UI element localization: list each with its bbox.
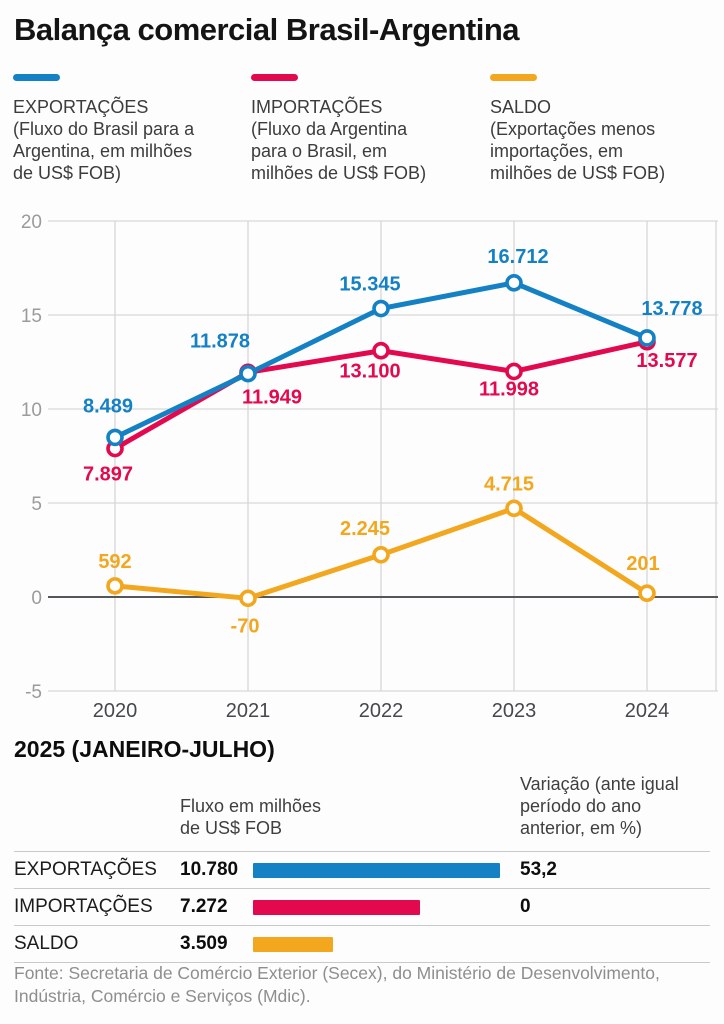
table-row-importações: IMPORTAÇÕES 7.272 0 bbox=[14, 888, 710, 925]
legend-label: IMPORTAÇÕES bbox=[251, 97, 383, 117]
data-point-label: 13.778 bbox=[641, 298, 702, 320]
legend-description: (Fluxo da Argentina para o Brasil, em mi… bbox=[251, 119, 427, 183]
table-2025-title: 2025 (JANEIRO-JULHO) bbox=[14, 736, 275, 762]
y-tick-label: -5 bbox=[25, 682, 42, 703]
value-bar bbox=[253, 899, 420, 915]
row-bar-cell bbox=[253, 862, 506, 878]
data-point-marker bbox=[106, 577, 124, 595]
data-point-label: 4.715 bbox=[484, 473, 534, 495]
series-labels-saldo: 592 -70 2.245 4.715 201 bbox=[98, 473, 659, 637]
data-point-marker bbox=[505, 274, 523, 292]
table-body: EXPORTAÇÕES 10.780 53,2 IMPORTAÇÕES 7.272 0 SA… bbox=[14, 851, 710, 963]
series-labels-importações: 7.897 11.949 13.100 11.998 13.577 bbox=[83, 350, 698, 486]
table-header-row: Fluxo em milhões de US$ FOB Variação (an… bbox=[14, 773, 710, 851]
row-value: 10.780 bbox=[180, 859, 239, 880]
axis-labels: 20 15 10 5 0 -5 2020 2021 2022 2023 2024 bbox=[21, 212, 669, 722]
data-point-label: 11.998 bbox=[479, 378, 539, 400]
data-point-label: 13.577 bbox=[636, 350, 697, 372]
chart-grid bbox=[48, 220, 718, 692]
legend-item-exportacoes: EXPORTAÇÕES (Fluxo do Brasil para a Arge… bbox=[13, 74, 241, 184]
row-label: IMPORTAÇÕES bbox=[14, 896, 153, 917]
y-tick-label: 20 bbox=[21, 212, 42, 233]
data-point-marker bbox=[239, 589, 257, 608]
x-tick-label: 2022 bbox=[359, 700, 404, 722]
trade-line-chart: 20 15 10 5 0 -5 2020 2021 2022 2023 2024 8.489 11.87… bbox=[21, 212, 718, 722]
y-tick-label: 5 bbox=[31, 494, 42, 515]
data-point-marker bbox=[106, 428, 124, 447]
row-label: SALDO bbox=[14, 933, 79, 954]
data-point-marker bbox=[505, 499, 523, 518]
x-tick-label: 2021 bbox=[226, 700, 271, 722]
x-tick-label: 2023 bbox=[492, 700, 537, 722]
importacoes-color-swatch bbox=[251, 74, 298, 81]
exportacoes-color-swatch bbox=[13, 74, 60, 81]
legend-label: EXPORTAÇÕES bbox=[13, 97, 149, 117]
chart-legend: EXPORTAÇÕES (Fluxo do Brasil para a Arge… bbox=[0, 74, 724, 194]
data-point-label: 201 bbox=[626, 553, 659, 575]
table-row-saldo: SALDO 3.509 bbox=[14, 925, 710, 963]
x-tick-label: 2020 bbox=[93, 700, 138, 722]
data-point-label: 16.712 bbox=[487, 246, 548, 268]
column-header-variation: Variação (ante igual período do ano ante… bbox=[520, 774, 679, 838]
saldo-color-swatch bbox=[490, 74, 537, 81]
legend-item-saldo: SALDO (Exportações menos importações, em… bbox=[490, 74, 712, 184]
value-bar bbox=[253, 936, 333, 952]
value-bar bbox=[253, 862, 500, 878]
data-point-label: 15.345 bbox=[339, 274, 400, 296]
legend-description: (Exportações menos importações, em milhõ… bbox=[490, 119, 666, 183]
data-point-marker bbox=[372, 341, 390, 360]
row-label: EXPORTAÇÕES bbox=[14, 859, 157, 880]
data-point-marker bbox=[638, 329, 656, 347]
data-point-label: 11.878 bbox=[190, 331, 250, 353]
table-2025-section: 2025 (JANEIRO-JULHO) Fluxo em milhões de… bbox=[14, 736, 710, 963]
data-point-label: -70 bbox=[231, 615, 260, 637]
data-point-label: 8.489 bbox=[83, 395, 133, 417]
data-point-marker bbox=[638, 584, 656, 603]
series-exportações bbox=[106, 274, 656, 447]
data-point-label: 11.949 bbox=[242, 386, 302, 408]
legend-label: SALDO bbox=[490, 97, 552, 117]
legend-item-importacoes: IMPORTAÇÕES (Fluxo da Argentina para o B… bbox=[251, 74, 479, 184]
row-variation: 0 bbox=[520, 896, 531, 917]
series-saldo bbox=[106, 499, 656, 608]
row-bar-cell bbox=[253, 899, 506, 915]
data-point-marker bbox=[505, 362, 523, 381]
data-point-marker bbox=[372, 545, 390, 564]
data-point-marker bbox=[239, 364, 257, 383]
legend-description: (Fluxo do Brasil para a Argentina, em mi… bbox=[13, 119, 195, 183]
row-bar-cell bbox=[253, 936, 506, 952]
column-header-flux: Fluxo em milhões de US$ FOB bbox=[180, 796, 322, 838]
data-point-marker bbox=[372, 299, 390, 318]
y-tick-label: 0 bbox=[31, 588, 42, 609]
data-point-label: 7.897 bbox=[83, 464, 133, 486]
data-point-label: 13.100 bbox=[339, 361, 400, 383]
row-variation: 53,2 bbox=[520, 859, 557, 880]
y-tick-label: 15 bbox=[21, 306, 42, 327]
row-value: 3.509 bbox=[180, 933, 228, 954]
table-row-exportações: EXPORTAÇÕES 10.780 53,2 bbox=[14, 851, 710, 888]
data-point-label: 2.245 bbox=[340, 518, 390, 540]
row-value: 7.272 bbox=[180, 896, 228, 917]
series-labels-exportações: 8.489 11.878 15.345 16.712 13.778 bbox=[83, 246, 703, 418]
data-point-label: 592 bbox=[98, 551, 131, 573]
page-title: Balança comercial Brasil-Argentina bbox=[14, 12, 520, 47]
x-tick-label: 2024 bbox=[625, 700, 670, 722]
source-note: Fonte: Secretaria de Comércio Exterior (… bbox=[14, 963, 660, 1006]
y-tick-label: 10 bbox=[21, 400, 42, 421]
